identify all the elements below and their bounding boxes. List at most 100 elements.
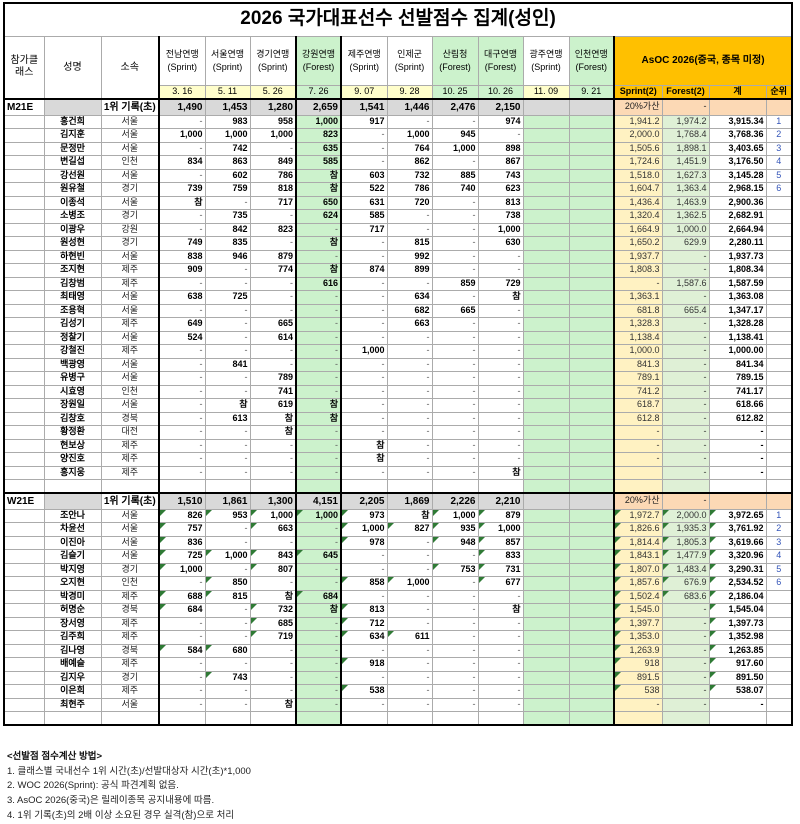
score-cell: - — [249, 657, 297, 672]
score-cell: - — [158, 303, 206, 318]
score-cell: - — [386, 438, 433, 453]
score-cell: - — [386, 209, 433, 224]
forest2-score: 1,477.9 — [661, 549, 710, 564]
rank-cell — [765, 371, 793, 386]
score-cell: - — [340, 411, 388, 426]
score-cell: 838 — [158, 249, 206, 264]
sprint2-score: 841.3 — [613, 357, 663, 372]
score-cell: - — [204, 195, 251, 210]
score-cell: - — [295, 630, 342, 645]
forest2-score: - — [661, 438, 710, 453]
score-cell: - — [249, 276, 297, 291]
score-cell: - — [431, 438, 479, 453]
forest2-score — [661, 711, 710, 726]
rank-cell — [765, 290, 793, 305]
score-cell: - — [158, 452, 206, 467]
score-cell: 743 — [204, 670, 251, 685]
score-cell — [522, 195, 570, 210]
athlete-row: 유병구 서울 - -789- - - - -789.1-789.15 — [3, 371, 793, 386]
score-cell: - — [477, 589, 524, 604]
score-cell: - — [158, 465, 206, 480]
sprint2-score — [613, 465, 663, 480]
score-cell: 898 — [477, 141, 524, 156]
record-value: 1,869 — [386, 492, 433, 510]
score-cell: - — [204, 697, 251, 712]
total-score: 1,808.34 — [708, 263, 767, 278]
total-score — [708, 711, 767, 726]
score-cell — [522, 522, 570, 537]
forest2-score: 2,000.0 — [661, 508, 710, 523]
score-cell: - — [340, 317, 388, 332]
sprint2-score: - — [613, 697, 663, 712]
class-cell — [3, 155, 45, 170]
score-cell — [568, 508, 615, 523]
sprint2-score — [613, 479, 663, 494]
sprint2-score: 1,505.6 — [613, 141, 663, 156]
score-cell — [522, 330, 570, 345]
event-name: 광주연맹 — [529, 49, 563, 60]
score-cell — [522, 549, 570, 564]
score-cell: 835 — [204, 236, 251, 251]
score-cell: - — [295, 357, 342, 372]
score-cell: - — [204, 317, 251, 332]
bonus-total — [708, 98, 767, 116]
score-cell: 841 — [204, 357, 251, 372]
class-cell — [3, 465, 45, 480]
class-cell — [3, 425, 45, 440]
forest2-score: - — [661, 344, 710, 359]
forest2-score: - — [661, 465, 710, 480]
score-cell: - — [386, 616, 433, 631]
score-cell: - — [295, 643, 342, 658]
class-cell — [3, 236, 45, 251]
score-cell — [568, 168, 615, 183]
record-value: 1,280 — [249, 98, 297, 116]
score-cell: 663 — [386, 317, 433, 332]
score-cell — [568, 155, 615, 170]
score-cell — [249, 711, 297, 726]
score-cell — [568, 438, 615, 453]
score-cell — [568, 357, 615, 372]
athlete-name: 백광영 — [43, 357, 102, 372]
total-score: 2,186.04 — [708, 589, 767, 604]
score-cell: - — [340, 357, 388, 372]
score-cell: 742 — [204, 141, 251, 156]
score-cell: - — [249, 236, 297, 251]
athlete-name: 황정환 — [43, 425, 102, 440]
class-cell — [3, 195, 45, 210]
affiliation: 제주 — [100, 276, 160, 291]
forest2-score: - — [661, 452, 710, 467]
score-cell — [568, 290, 615, 305]
event-date: 5. 11 — [204, 84, 251, 100]
score-cell: - — [386, 357, 433, 372]
score-cell: 참 — [295, 168, 342, 183]
affiliation: 경북 — [100, 603, 160, 618]
score-cell: 807 — [249, 562, 297, 577]
score-cell: - — [158, 276, 206, 291]
asoc-subheader: Forest(2) — [661, 84, 710, 100]
event-header: 제주연맹 (Sprint) — [340, 35, 388, 86]
selection-score-table: 2026 국가대표선수 선발점수 집계(성인) 참가클래스 성명 소속 전남연맹… — [3, 2, 794, 726]
total-score: 2,280.11 — [708, 236, 767, 251]
score-cell: - — [386, 452, 433, 467]
event-type: (Sprint) — [349, 61, 379, 72]
score-cell — [568, 263, 615, 278]
record-label: 1위 기록(초) — [100, 98, 160, 116]
athlete-name: 조용혁 — [43, 303, 102, 318]
rank-cell: 1 — [765, 508, 793, 523]
class-label: M21E — [3, 98, 45, 116]
score-cell — [522, 398, 570, 413]
score-cell: 611 — [386, 630, 433, 645]
class-cell — [3, 384, 45, 399]
score-cell: - — [249, 357, 297, 372]
forest2-score: 1,483.4 — [661, 562, 710, 577]
col-header-name: 성명 — [43, 35, 102, 100]
record-value: 1,541 — [340, 98, 388, 116]
event-header: 서울연맹 (Sprint) — [204, 35, 251, 86]
score-cell: 665 — [431, 303, 479, 318]
total-score: 3,768.36 — [708, 128, 767, 143]
sprint2-score: - — [613, 425, 663, 440]
event-type: (Forest) — [575, 61, 608, 72]
score-cell: - — [477, 330, 524, 345]
score-cell: - — [158, 616, 206, 631]
rank-cell: 6 — [765, 182, 793, 197]
